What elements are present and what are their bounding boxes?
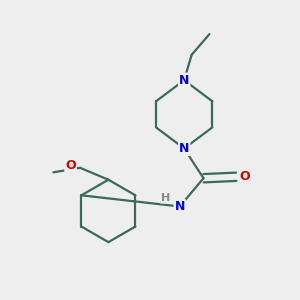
Text: O: O <box>65 159 76 172</box>
Text: N: N <box>175 200 185 213</box>
Text: O: O <box>240 170 250 183</box>
Text: N: N <box>179 74 189 87</box>
Text: H: H <box>161 193 170 202</box>
Text: N: N <box>179 142 189 155</box>
